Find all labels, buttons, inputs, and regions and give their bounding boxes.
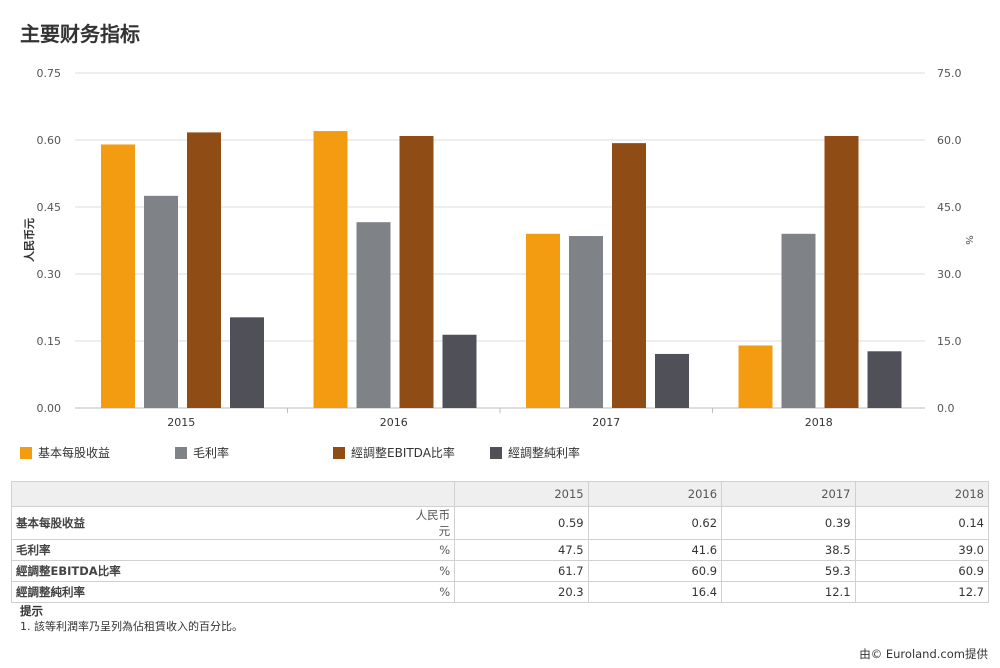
table-cell: 0.14	[854, 506, 990, 540]
table-header-blank	[10, 481, 456, 507]
table-cell: 39.0	[854, 539, 990, 561]
legend-swatch	[175, 446, 187, 459]
table-header-cell: 2017	[721, 481, 856, 507]
y2-tick-label: 30.0	[937, 268, 962, 281]
y2-tick-label: 45.0	[937, 201, 962, 214]
legend-label: 毛利率	[193, 446, 230, 460]
bar-1	[101, 144, 135, 408]
table-cell: 61.7	[454, 560, 589, 582]
bar-3	[399, 135, 434, 409]
legend-label: 經調整純利率	[508, 446, 581, 460]
table-cell: 60.9	[587, 560, 723, 582]
y2-tick-label: 60.0	[937, 134, 962, 147]
table-cell: 20.3	[454, 581, 589, 603]
bar-4	[867, 351, 902, 408]
bar-3	[824, 135, 859, 409]
bar-2	[569, 236, 603, 408]
table-cell: 0.39	[721, 506, 856, 540]
table-header-row: 2015 2016 2017 2018	[10, 481, 990, 507]
row-label: 經調整純利率	[11, 581, 407, 603]
legend-swatch	[20, 446, 32, 459]
row-label: 基本每股收益	[11, 506, 407, 540]
notes-title: 提示	[20, 604, 43, 618]
bar-1	[313, 131, 348, 409]
table-cell: 41.6	[587, 539, 723, 561]
legend-item-net-margin[interactable]: 經調整純利率	[490, 444, 580, 461]
legend-item-eps[interactable]: 基本每股收益	[20, 444, 110, 461]
y-tick-label: 0.00	[37, 402, 62, 415]
x-tick-label: 2017	[592, 416, 620, 429]
provider-credit: 由© Euroland.com提供	[859, 647, 988, 661]
row-unit: 人民币元	[406, 506, 456, 540]
notes-line: 1. 該等利潤率乃呈列為佔租賃收入的百分比。	[20, 620, 243, 633]
bar-2	[356, 222, 391, 408]
bar-2	[781, 233, 816, 408]
data-table: 2015 2016 2017 2018 基本每股收益 人民币元 0.59 0.6…	[10, 481, 990, 603]
table-header-cell: 2015	[454, 481, 589, 507]
table-header-cell: 2018	[854, 481, 990, 507]
legend-label: 經調整EBITDA比率	[351, 446, 455, 460]
table-cell: 12.7	[854, 581, 990, 603]
y2-tick-label: 0.0	[937, 402, 955, 415]
table-cell: 12.1	[721, 581, 856, 603]
y2-tick-label: 75.0	[937, 67, 962, 80]
table-cell: 0.62	[587, 506, 723, 540]
x-tick-label: 2015	[167, 416, 195, 429]
row-label: 毛利率	[11, 539, 407, 561]
bar-3	[187, 132, 221, 408]
y-axis-title: 人民币元	[22, 218, 36, 262]
page-title: 主要财务指标	[20, 22, 140, 46]
row-label: 經調整EBITDA比率	[11, 560, 407, 582]
bar-4	[230, 317, 264, 408]
bar-1	[738, 345, 773, 408]
table-row: 經調整純利率 % 20.3 16.4 12.1 12.7	[11, 581, 990, 603]
y2-tick-label: 15.0	[937, 335, 962, 348]
table-header-cell: 2016	[587, 481, 723, 507]
y-tick-label: 0.15	[37, 335, 62, 348]
y-tick-label: 0.30	[37, 268, 62, 281]
table-row: 基本每股收益 人民币元 0.59 0.62 0.39 0.14	[11, 506, 990, 540]
table-cell: 38.5	[721, 539, 856, 561]
table-row: 經調整EBITDA比率 % 61.7 60.9 59.3 60.9	[11, 560, 990, 582]
table-cell: 16.4	[587, 581, 723, 603]
legend-item-ebitda-margin[interactable]: 經調整EBITDA比率	[333, 444, 455, 461]
bar-chart: 0.00 0.0 0.15 15.0 0.30 30.0 0.45 45.0 0.60 60.0 0…	[22, 67, 974, 429]
row-unit: %	[406, 581, 456, 603]
bar-4	[655, 353, 689, 408]
legend-item-gross-margin[interactable]: 毛利率	[175, 444, 229, 461]
bar-3	[612, 143, 646, 409]
table-row: 毛利率 % 47.5 41.6 38.5 39.0	[11, 539, 990, 561]
x-tick-label: 2018	[805, 416, 833, 429]
table-cell: 60.9	[854, 560, 990, 582]
bar-1	[526, 233, 560, 408]
legend-label: 基本每股收益	[38, 446, 111, 460]
y-tick-label: 0.75	[37, 67, 62, 80]
y-tick-label: 0.45	[37, 201, 62, 214]
table-cell: 47.5	[454, 539, 589, 561]
y-tick-label: 0.60	[37, 134, 62, 147]
legend-swatch	[333, 446, 345, 459]
row-unit: %	[406, 539, 456, 561]
row-unit: %	[406, 560, 456, 582]
y2-axis-title: %	[963, 235, 974, 245]
legend-swatch	[490, 446, 502, 459]
chart-legend: 基本每股收益 毛利率 經調整EBITDA比率 經調整純利率	[20, 444, 720, 464]
bar-2	[144, 195, 178, 408]
table-cell: 59.3	[721, 560, 856, 582]
table-cell: 0.59	[454, 506, 589, 540]
x-tick-label: 2016	[380, 416, 408, 429]
bar-4	[442, 334, 477, 408]
